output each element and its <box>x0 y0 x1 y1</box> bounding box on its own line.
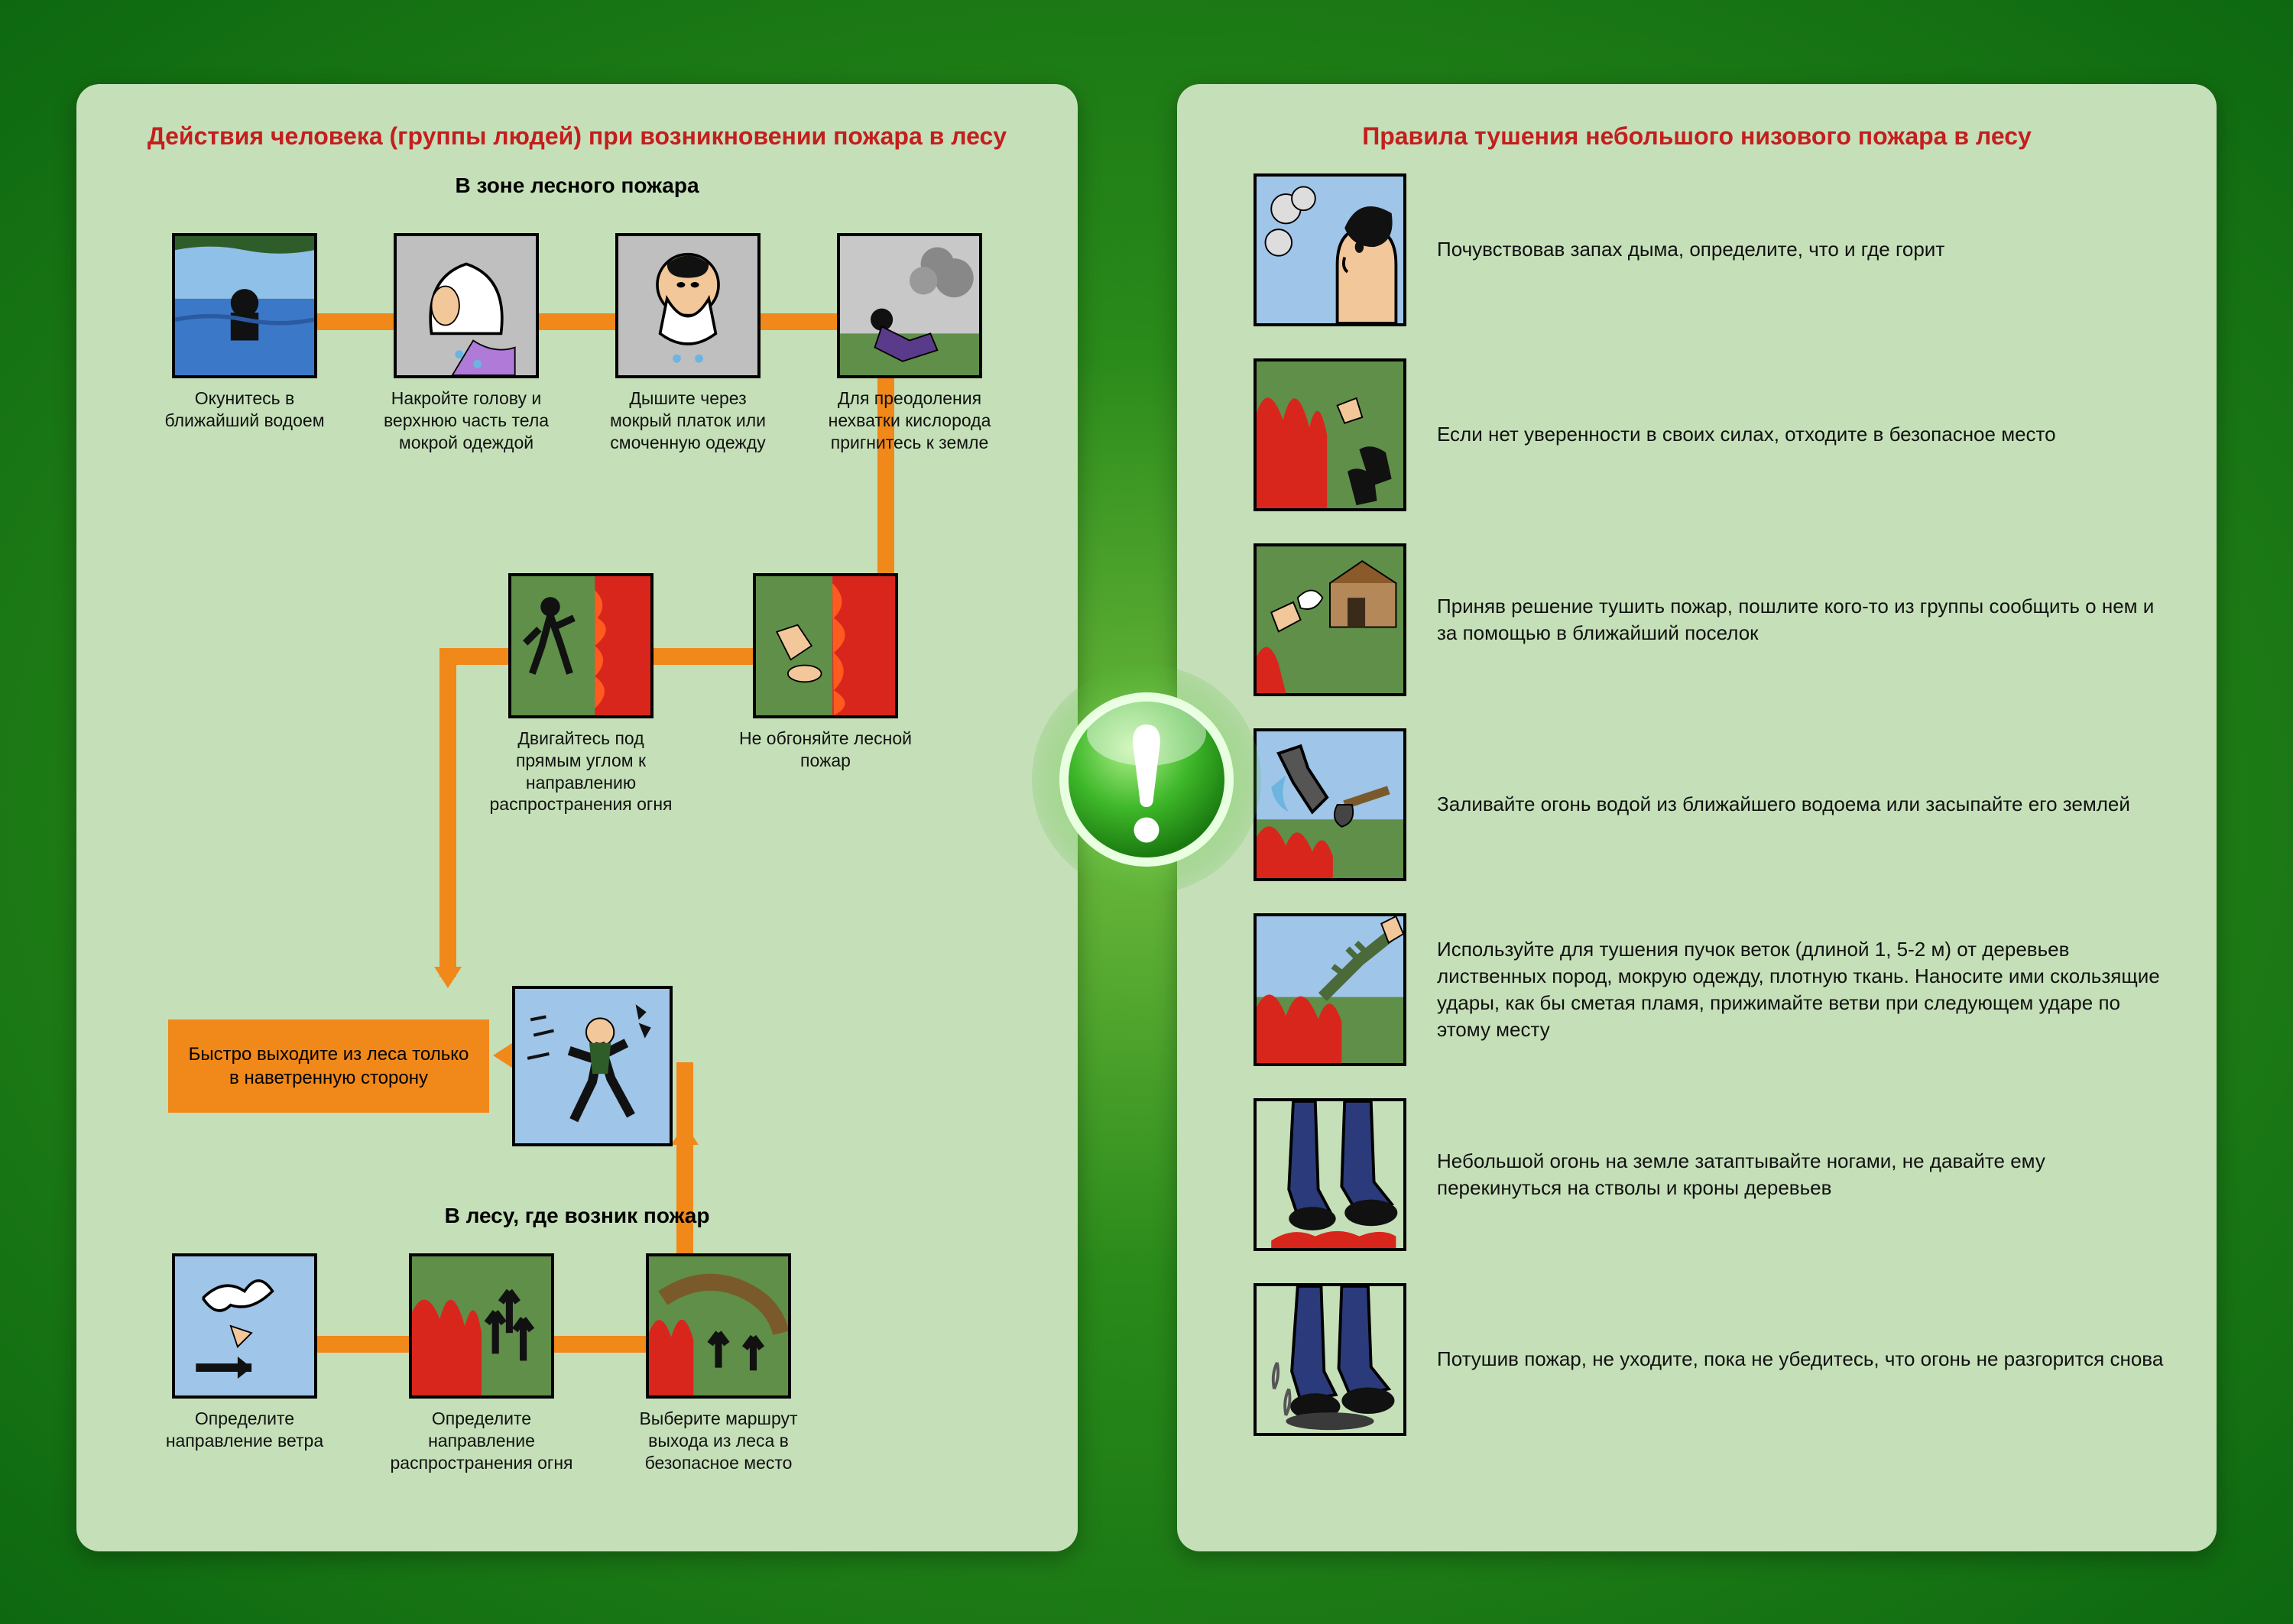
row1-item-1: Окунитесь в ближайший водоем <box>153 233 336 453</box>
row1-item-2: Накройте голову и верхнюю часть тела мок… <box>375 233 558 453</box>
orange-instruction-box: Быстро выходите из леса только в наветре… <box>168 1019 489 1113</box>
caption: Дышите через мокрый платок или смоченную… <box>596 387 780 453</box>
caption: Не обгоняйте лесной пожар <box>734 728 917 772</box>
section2-title: В лесу, где возник пожар <box>76 1204 1078 1228</box>
right-title: Правила тушения небольшого низового пожа… <box>1223 122 2171 151</box>
tile-breathe-cloth <box>615 233 761 378</box>
right-text: Небольшой огонь на земле затаптывайте но… <box>1437 1148 2171 1201</box>
caption: Накройте голову и верхнюю часть тела мок… <box>375 387 558 453</box>
tile-dont-outrun <box>753 573 898 718</box>
row3-item-1: Определите направление ветра <box>153 1253 336 1473</box>
right-text: Потушив пожар, не уходите, пока не убеди… <box>1437 1346 2163 1373</box>
tile-exit-route <box>646 1253 791 1399</box>
tile-run-windward <box>512 986 673 1146</box>
caption: Окунитесь в ближайший водоем <box>153 387 336 432</box>
tile-beat-branches <box>1254 913 1406 1066</box>
right-item-6: Небольшой огонь на земле затаптывайте но… <box>1254 1098 2171 1251</box>
right-text: Приняв решение тушить пожар, пошлите ког… <box>1437 593 2171 647</box>
row2-item-1: Двигайтесь под прямым углом к направлени… <box>489 573 673 815</box>
left-panel: Действия человека (группы людей) при воз… <box>76 84 1078 1551</box>
right-item-4: Заливайте огонь водой из ближайшего водо… <box>1254 728 2171 881</box>
right-item-1: Почувствовав запах дыма, определите, что… <box>1254 173 2171 326</box>
left-title: Действия человека (группы людей) при воз… <box>122 122 1032 151</box>
tile-move-perpendicular <box>508 573 654 718</box>
tile-cover-head <box>394 233 539 378</box>
tile-watch-embers <box>1254 1283 1406 1436</box>
caption: Выберите маршрут выхода из леса в безопа… <box>627 1408 810 1473</box>
row3-item-2: Определите направление распространения о… <box>390 1253 573 1473</box>
tile-fire-direction <box>409 1253 554 1399</box>
caption: Определите направление ветра <box>153 1408 336 1452</box>
tile-retreat <box>1254 358 1406 511</box>
caption: Для преодоления нехватки кислорода пригн… <box>818 387 1001 453</box>
right-list: Почувствовав запах дыма, определите, что… <box>1254 173 2171 1436</box>
tile-wind-direction <box>172 1253 317 1399</box>
section1-title: В зоне лесного пожара <box>122 173 1032 198</box>
row1-item-4: Для преодоления нехватки кислорода пригн… <box>818 233 1001 453</box>
alert-badge-icon <box>1032 665 1261 894</box>
right-item-7: Потушив пожар, не уходите, пока не убеди… <box>1254 1283 2171 1436</box>
tile-smell-smoke <box>1254 173 1406 326</box>
row1-item-3: Дышите через мокрый платок или смоченную… <box>596 233 780 453</box>
row2: Двигайтесь под прямым углом к направлени… <box>474 573 932 815</box>
right-text: Заливайте огонь водой из ближайшего водо… <box>1437 791 2130 818</box>
row3: Определите направление ветра Определите … <box>138 1253 825 1473</box>
tile-crouch-smoke <box>837 233 982 378</box>
right-item-5: Используйте для тушения пучок веток (дли… <box>1254 913 2171 1066</box>
right-item-2: Если нет уверенности в своих силах, отхо… <box>1254 358 2171 511</box>
tile-water-shovel <box>1254 728 1406 881</box>
caption: Определите направление распространения о… <box>390 1408 573 1473</box>
caption: Двигайтесь под прямым углом к направлени… <box>489 728 673 815</box>
tile-send-help <box>1254 543 1406 696</box>
row2-item-2: Не обгоняйте лесной пожар <box>734 573 917 815</box>
tile-water-dip <box>172 233 317 378</box>
right-item-3: Приняв решение тушить пожар, пошлите ког… <box>1254 543 2171 696</box>
right-panel: Правила тушения небольшого низового пожа… <box>1177 84 2217 1551</box>
row3-item-3: Выберите маршрут выхода из леса в безопа… <box>627 1253 810 1473</box>
tile-stomp <box>1254 1098 1406 1251</box>
right-text: Почувствовав запах дыма, определите, что… <box>1437 236 1944 263</box>
exit-block: Быстро выходите из леса только в наветре… <box>168 986 673 1146</box>
right-text: Если нет уверенности в своих силах, отхо… <box>1437 421 2056 448</box>
right-text: Используйте для тушения пучок веток (дли… <box>1437 936 2171 1043</box>
row1: Окунитесь в ближайший водоем Накройте го… <box>122 233 1032 453</box>
